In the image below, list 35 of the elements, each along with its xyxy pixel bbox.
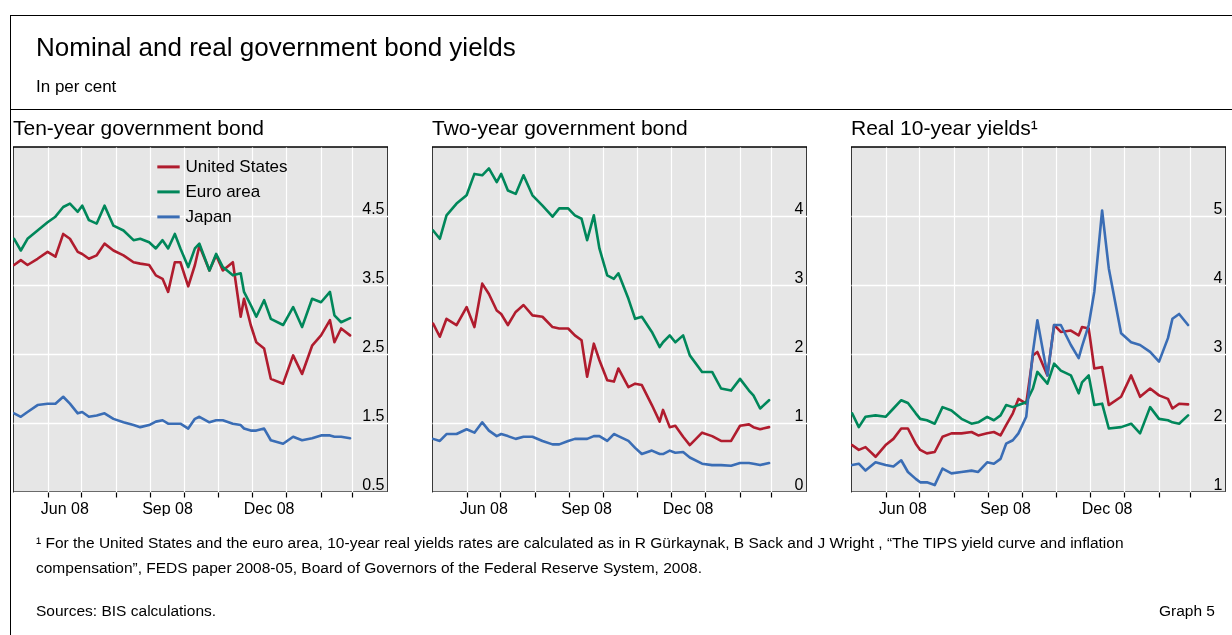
- y-tick-label: 2.5: [362, 337, 385, 355]
- legend-label: Euro area: [185, 181, 261, 201]
- x-tick-label: Dec 08: [1081, 499, 1133, 517]
- x-tick-label: Jun 08: [459, 499, 508, 517]
- chart-title: Ten-year government bond: [13, 116, 264, 139]
- y-tick-label: 4: [794, 199, 804, 217]
- x-tick-label: Sep 08: [561, 499, 612, 517]
- chart-title: Two-year government bond: [432, 116, 688, 139]
- y-tick-label: 2: [1213, 406, 1223, 424]
- legend-label: Japan: [185, 206, 232, 226]
- y-tick-label: 3: [794, 268, 804, 286]
- x-tick-label: Sep 08: [142, 499, 193, 517]
- y-tick-label: 1: [794, 406, 804, 424]
- x-tick-label: Dec 08: [662, 499, 714, 517]
- y-tick-label: 0.5: [362, 475, 385, 493]
- source-note: Sources: BIS calculations.: [36, 601, 217, 621]
- x-tick-label: Sep 08: [980, 499, 1031, 517]
- y-tick-label: 1.5: [362, 406, 385, 424]
- text: Nominal and real government bond yields: [36, 31, 517, 63]
- x-tick-label: Dec 08: [243, 499, 295, 517]
- y-tick-label: 5: [1213, 199, 1223, 217]
- chart-title: Real 10-year yields¹: [851, 116, 1038, 139]
- y-tick-label: 3: [1213, 337, 1223, 355]
- y-tick-label: 1: [1213, 475, 1223, 493]
- y-tick-label: 3.5: [362, 268, 385, 286]
- x-tick-label: Jun 08: [40, 499, 89, 517]
- text: In per cent: [36, 77, 118, 97]
- caption: Graph 5: [1158, 601, 1215, 621]
- text: ¹ For the United States and the euro area, 10-year real yields rates are calculated as in R Gürkaynak, B Sack and J Wright , “The TIPS yield curve and inflation compensation”, FEDS paper 2008-05, Board of Governors of the Federal Reserve System, 2008.: [36, 533, 1125, 578]
- y-tick-label: 0: [794, 475, 804, 493]
- y-tick-label: 2: [794, 337, 804, 355]
- y-tick-label: 4: [1213, 268, 1223, 286]
- legend-label: United States: [185, 156, 288, 176]
- y-tick-label: 4.5: [362, 199, 385, 217]
- x-tick-label: Jun 08: [878, 499, 927, 517]
